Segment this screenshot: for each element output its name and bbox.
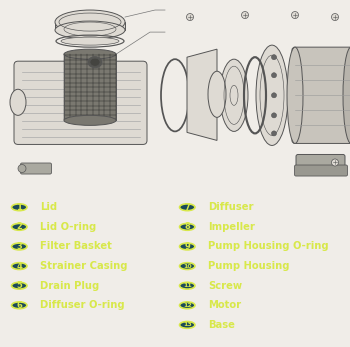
Ellipse shape bbox=[71, 61, 109, 69]
Ellipse shape bbox=[256, 45, 288, 145]
Ellipse shape bbox=[343, 47, 350, 143]
Text: Strainer Casing: Strainer Casing bbox=[40, 261, 128, 271]
Text: Lid O-ring: Lid O-ring bbox=[40, 222, 97, 232]
Text: 11: 11 bbox=[183, 283, 192, 288]
Text: Impeller: Impeller bbox=[208, 222, 255, 232]
Circle shape bbox=[12, 204, 27, 211]
Circle shape bbox=[180, 322, 195, 328]
Circle shape bbox=[12, 223, 27, 230]
Ellipse shape bbox=[64, 49, 116, 59]
Circle shape bbox=[12, 263, 27, 270]
Circle shape bbox=[331, 159, 338, 166]
Circle shape bbox=[187, 14, 194, 20]
Polygon shape bbox=[64, 54, 116, 120]
Text: Lid: Lid bbox=[40, 202, 57, 212]
Ellipse shape bbox=[287, 47, 303, 143]
Text: 8: 8 bbox=[184, 222, 190, 231]
Text: 10: 10 bbox=[183, 264, 191, 269]
Text: 1: 1 bbox=[16, 203, 22, 212]
Text: 7: 7 bbox=[184, 203, 190, 212]
Ellipse shape bbox=[90, 58, 100, 66]
Circle shape bbox=[180, 302, 195, 309]
Circle shape bbox=[180, 204, 195, 211]
Text: Motor: Motor bbox=[208, 300, 242, 310]
FancyBboxPatch shape bbox=[14, 61, 147, 144]
Text: 3: 3 bbox=[16, 242, 22, 251]
Circle shape bbox=[18, 164, 26, 172]
Ellipse shape bbox=[55, 21, 125, 39]
FancyBboxPatch shape bbox=[296, 154, 345, 172]
Circle shape bbox=[180, 263, 195, 270]
Text: 6: 6 bbox=[16, 301, 22, 310]
Text: Pump Housing O-ring: Pump Housing O-ring bbox=[208, 242, 329, 252]
Text: Filter Basket: Filter Basket bbox=[40, 242, 112, 252]
Ellipse shape bbox=[208, 71, 226, 117]
Ellipse shape bbox=[220, 59, 248, 132]
Circle shape bbox=[272, 55, 276, 60]
Circle shape bbox=[12, 282, 27, 289]
Text: 4: 4 bbox=[16, 262, 22, 271]
Ellipse shape bbox=[88, 57, 102, 68]
Ellipse shape bbox=[10, 89, 26, 115]
FancyBboxPatch shape bbox=[294, 165, 348, 176]
Polygon shape bbox=[187, 49, 217, 141]
Circle shape bbox=[272, 131, 276, 136]
Text: Diffuser: Diffuser bbox=[208, 202, 254, 212]
Circle shape bbox=[272, 73, 276, 78]
Text: 12: 12 bbox=[183, 303, 192, 308]
Text: Drain Plug: Drain Plug bbox=[40, 281, 99, 291]
Text: Pump Housing: Pump Housing bbox=[208, 261, 290, 271]
Circle shape bbox=[12, 302, 27, 309]
Circle shape bbox=[180, 243, 195, 250]
Text: 9: 9 bbox=[184, 242, 190, 251]
Text: Diffuser O-ring: Diffuser O-ring bbox=[40, 300, 125, 310]
Ellipse shape bbox=[61, 37, 119, 45]
Text: 5: 5 bbox=[16, 281, 22, 290]
Text: 13: 13 bbox=[183, 322, 192, 328]
Circle shape bbox=[292, 11, 299, 18]
Circle shape bbox=[241, 11, 248, 18]
Polygon shape bbox=[118, 22, 125, 30]
Text: 2: 2 bbox=[16, 222, 22, 231]
Polygon shape bbox=[71, 54, 109, 65]
Ellipse shape bbox=[55, 10, 125, 34]
Polygon shape bbox=[55, 22, 62, 30]
Circle shape bbox=[331, 14, 338, 20]
Ellipse shape bbox=[64, 115, 116, 125]
FancyBboxPatch shape bbox=[21, 163, 51, 174]
Text: Screw: Screw bbox=[208, 281, 242, 291]
Circle shape bbox=[12, 243, 27, 250]
Circle shape bbox=[180, 282, 195, 289]
Circle shape bbox=[180, 223, 195, 230]
FancyBboxPatch shape bbox=[292, 47, 350, 143]
Text: Base: Base bbox=[208, 320, 235, 330]
Circle shape bbox=[272, 93, 276, 98]
Ellipse shape bbox=[230, 85, 238, 105]
Circle shape bbox=[272, 113, 276, 118]
